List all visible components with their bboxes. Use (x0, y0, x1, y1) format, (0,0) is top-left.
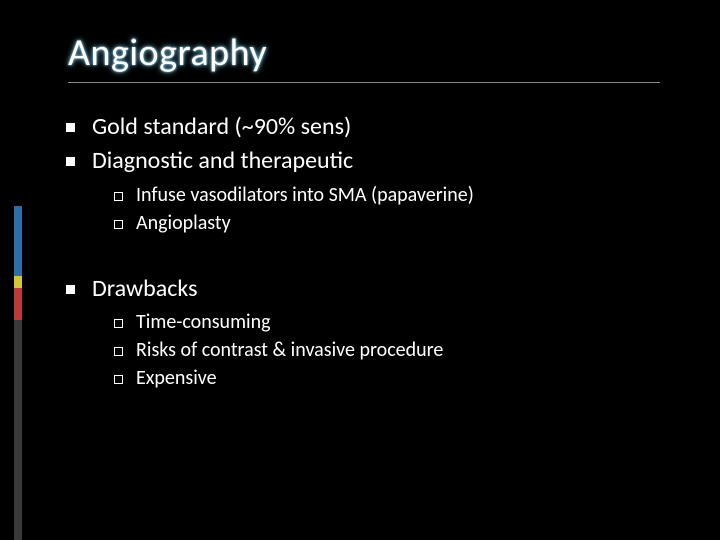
bullet-text: Drawbacks (92, 274, 197, 303)
bullet-list: Gold standard (~90% sens) Diagnostic and… (60, 111, 680, 237)
bullet-text: Infuse vasodilators into SMA (papaverine… (136, 183, 474, 207)
accent-segment (14, 276, 22, 288)
slide: Angiography Gold standard (~90% sens) Di… (0, 0, 720, 540)
list-item: Expensive (114, 365, 680, 392)
list-item: Angioplasty (114, 210, 680, 237)
sub-bullet-list: Infuse vasodilators into SMA (papaverine… (92, 182, 680, 237)
bullet-text: Gold standard (~90% sens) (92, 112, 351, 141)
bullet-text: Angioplasty (136, 211, 231, 235)
slide-title: Angiography (68, 30, 660, 83)
bullet-list: Drawbacks Time-consuming Risks of contra… (60, 273, 680, 392)
accent-segment (14, 320, 22, 540)
list-item: Time-consuming (114, 309, 680, 336)
sub-bullet-list: Time-consuming Risks of contrast & invas… (92, 309, 680, 392)
list-item: Diagnostic and therapeutic Infuse vasodi… (66, 145, 680, 236)
accent-segment (14, 206, 22, 276)
list-item: Drawbacks Time-consuming Risks of contra… (66, 273, 680, 392)
list-item: Gold standard (~90% sens) (66, 111, 680, 143)
accent-bar (14, 206, 22, 540)
accent-segment (14, 288, 22, 320)
bullet-text: Time-consuming (136, 310, 271, 334)
bullet-text: Diagnostic and therapeutic (92, 146, 353, 175)
spacer (60, 247, 680, 273)
list-item: Infuse vasodilators into SMA (papaverine… (114, 182, 680, 209)
bullet-text: Risks of contrast & invasive procedure (136, 338, 443, 362)
list-item: Risks of contrast & invasive procedure (114, 337, 680, 364)
bullet-text: Expensive (136, 366, 217, 390)
